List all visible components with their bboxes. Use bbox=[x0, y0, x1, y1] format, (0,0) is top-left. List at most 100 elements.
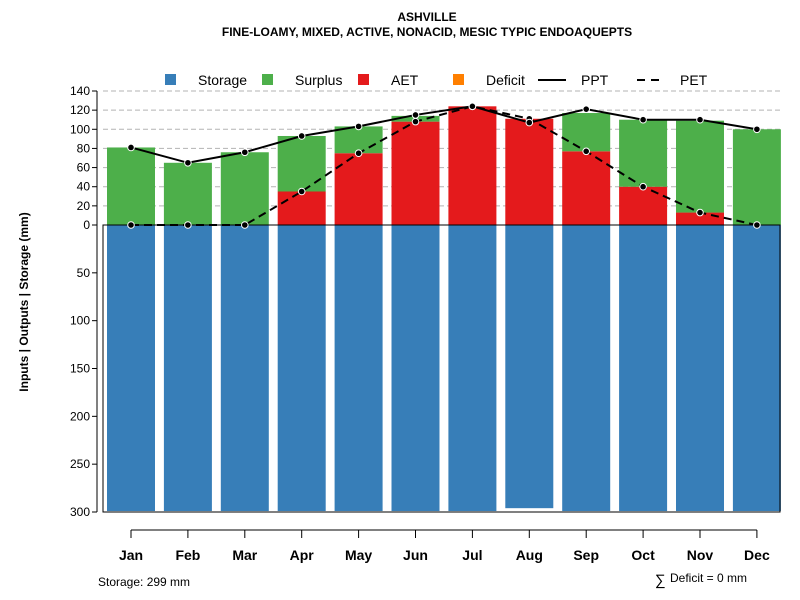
pet-point bbox=[411, 117, 420, 126]
pet-line bbox=[131, 105, 758, 226]
bar-storage bbox=[107, 225, 155, 512]
pet-point bbox=[184, 221, 192, 229]
pet-point bbox=[354, 149, 363, 158]
ppt-point bbox=[127, 143, 135, 152]
ppt-point bbox=[639, 115, 647, 124]
y-tick-label: 120 bbox=[70, 103, 90, 117]
bar-aet bbox=[391, 121, 440, 225]
y-tick-label: 50 bbox=[77, 266, 91, 280]
x-tick-label: Jul bbox=[462, 547, 482, 563]
bar-storage bbox=[391, 225, 440, 512]
x-tick-label: Mar bbox=[232, 547, 257, 563]
bar-surplus bbox=[334, 126, 383, 154]
legend-swatch-surplus bbox=[262, 74, 273, 85]
bar-storage bbox=[163, 225, 212, 512]
x-tick-label: Jan bbox=[119, 547, 143, 563]
deficit-note: Deficit = 0 mm bbox=[670, 571, 747, 585]
y-tick-label: 100 bbox=[70, 122, 90, 136]
y-tick-label: 20 bbox=[77, 199, 91, 213]
y-tick-label: 100 bbox=[70, 314, 90, 328]
bar-storage bbox=[334, 225, 383, 512]
x-tick-label: Oct bbox=[631, 547, 655, 563]
ppt-point bbox=[582, 105, 591, 113]
ppt-point bbox=[411, 111, 420, 119]
pet-point bbox=[753, 221, 761, 229]
ppt-point bbox=[297, 132, 306, 140]
y-tick-label: 250 bbox=[70, 457, 90, 471]
y-axis-label: Inputs | Outputs | Storage (mm) bbox=[17, 212, 31, 391]
y-tick-label: 300 bbox=[70, 505, 90, 519]
x-tick-label: Feb bbox=[175, 547, 200, 563]
y-tick-label: 0 bbox=[83, 218, 90, 232]
pet-point bbox=[639, 182, 647, 191]
ppt-point bbox=[753, 125, 761, 134]
legend-label-pet: PET bbox=[680, 72, 708, 88]
bar-storage bbox=[562, 225, 611, 512]
ppt-point bbox=[184, 158, 192, 167]
bar-aet bbox=[562, 151, 611, 225]
bar-storage bbox=[448, 225, 497, 512]
ppt-point bbox=[468, 102, 477, 111]
deficit-sum-symbol: ∑ bbox=[655, 572, 666, 589]
bar-storage bbox=[676, 225, 724, 512]
y-tick-label: 200 bbox=[70, 409, 90, 423]
bar-aet bbox=[277, 191, 326, 225]
legend-swatch-deficit bbox=[453, 74, 464, 85]
x-axis: Jan Feb Mar Apr May Jun Jul Aug Sep Oct Nov Dec bbox=[119, 529, 770, 563]
bar-surplus bbox=[676, 120, 724, 213]
bar-storage bbox=[732, 225, 781, 512]
series-lines bbox=[127, 102, 761, 229]
ppt-point bbox=[696, 115, 704, 124]
chart-subtitle: FINE-LOAMY, MIXED, ACTIVE, NONACID, MESI… bbox=[222, 25, 632, 39]
legend-swatch-storage bbox=[165, 74, 176, 85]
bar-surplus bbox=[732, 129, 781, 225]
pet-point bbox=[241, 221, 249, 229]
bar-storage bbox=[619, 225, 668, 512]
x-tick-label: May bbox=[345, 547, 372, 563]
y-tick-label: 60 bbox=[77, 161, 91, 175]
ppt-point bbox=[525, 118, 534, 127]
legend: Storage Surplus AET Deficit PPT PET bbox=[165, 72, 708, 88]
bars bbox=[107, 106, 781, 512]
bar-surplus bbox=[619, 119, 668, 187]
bar-storage bbox=[277, 225, 326, 512]
y-axis: 0 20 40 60 80 100 120 140 50 100 150 200 250 300 bbox=[70, 84, 98, 519]
bar-aet bbox=[448, 106, 497, 225]
legend-swatch-aet bbox=[358, 74, 369, 85]
bar-aet bbox=[505, 118, 554, 225]
y-tick-label: 40 bbox=[77, 180, 91, 194]
pet-point bbox=[696, 208, 704, 217]
ppt-line bbox=[130, 105, 758, 164]
storage-frame bbox=[102, 224, 781, 513]
bar-surplus bbox=[277, 135, 326, 192]
ppt-point bbox=[354, 122, 363, 131]
ppt-point bbox=[241, 148, 249, 157]
bar-surplus bbox=[107, 147, 155, 225]
bar-storage bbox=[220, 225, 269, 512]
legend-label-storage: Storage bbox=[198, 72, 247, 88]
bar-surplus bbox=[220, 152, 269, 225]
x-tick-label: Aug bbox=[516, 547, 543, 563]
grid-lines bbox=[103, 90, 780, 207]
pet-point bbox=[127, 221, 135, 229]
bar-surplus bbox=[163, 162, 212, 225]
bar-surplus bbox=[562, 113, 611, 152]
storage-note: Storage: 299 mm bbox=[98, 575, 190, 589]
x-tick-label: Sep bbox=[573, 547, 599, 563]
chart-title: ASHVILLE bbox=[397, 10, 456, 24]
x-tick-label: Dec bbox=[744, 547, 770, 563]
x-tick-label: Nov bbox=[687, 547, 714, 563]
legend-label-deficit: Deficit bbox=[486, 72, 525, 88]
x-tick-label: Jun bbox=[403, 547, 428, 563]
legend-label-ppt: PPT bbox=[581, 72, 609, 88]
y-tick-label: 150 bbox=[70, 362, 90, 376]
pet-point bbox=[297, 187, 306, 196]
legend-label-surplus: Surplus bbox=[295, 72, 342, 88]
pet-point bbox=[582, 147, 591, 156]
y-tick-label: 80 bbox=[77, 141, 91, 155]
bar-storage bbox=[505, 225, 554, 509]
legend-label-aet: AET bbox=[391, 72, 419, 88]
y-tick-label: 140 bbox=[70, 84, 90, 98]
x-tick-label: Apr bbox=[290, 547, 315, 563]
